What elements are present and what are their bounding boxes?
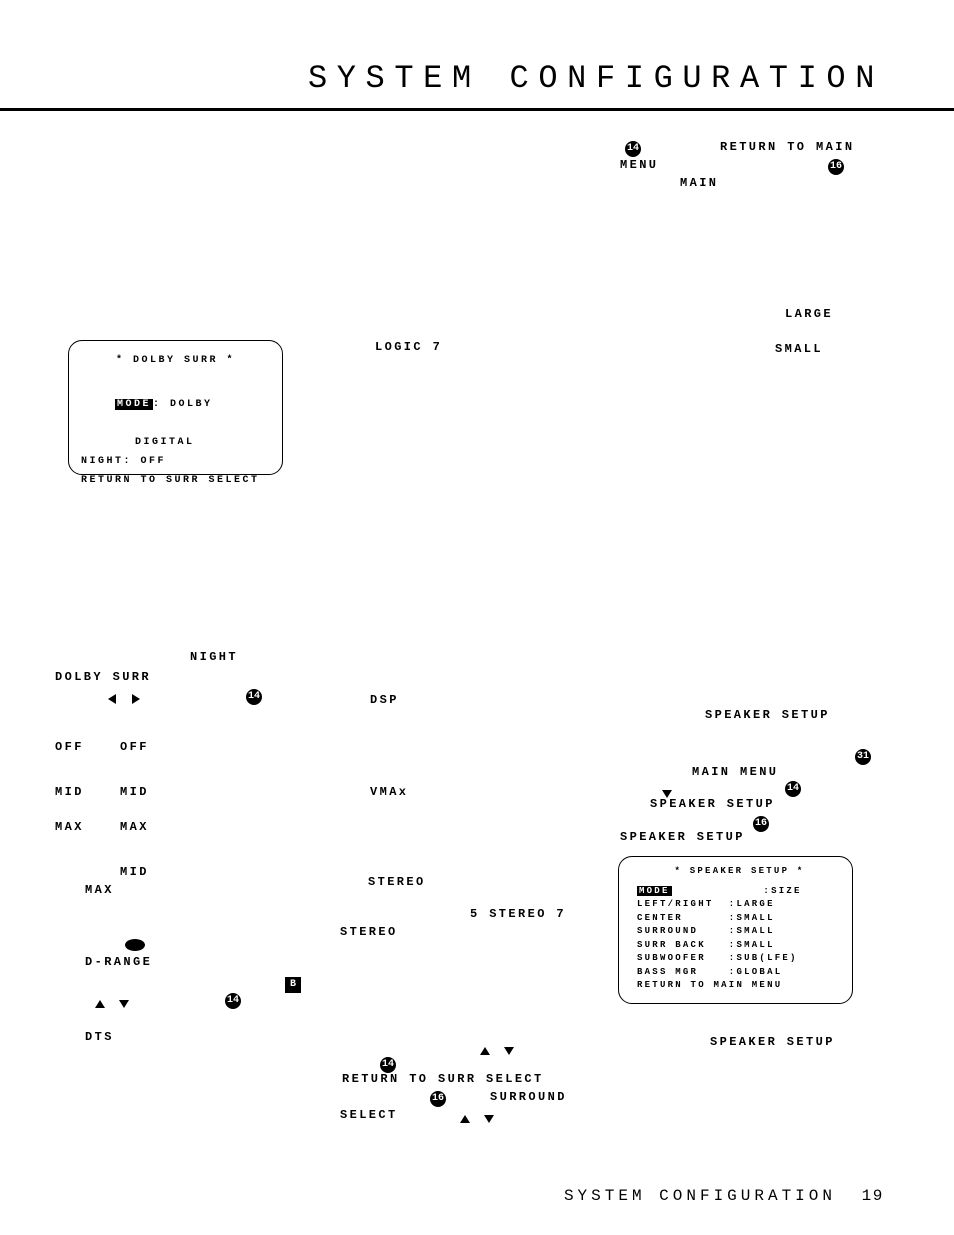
page-footer: SYSTEM CONFIGURATION 19 [564,1187,884,1205]
ud-arrows-mid [480,1042,514,1060]
badge-14-icon: 14 [785,781,801,797]
badge-14-icon: 14 [246,689,262,705]
osd2-title: * SPEAKER SETUP * [637,865,842,879]
badge-14-icon: 14 [380,1057,396,1073]
speaker-setup-1: SPEAKER SETUP [705,708,830,722]
return-to-surr-select: RETURN TO SURR SELECT [342,1072,544,1086]
menu-label: MENU [620,158,658,172]
top-right-cluster: 14 [625,140,641,158]
badge-16-mid: 16 [430,1090,446,1108]
triangle-up-icon [95,1000,105,1008]
osd2-r1: LEFT/RIGHT :LARGE [637,898,842,912]
return-to-main: RETURN TO MAIN [720,140,854,154]
triangle-up-icon [460,1115,470,1123]
osd2-r4: SURR BACK :SMALL [637,939,842,953]
oval-icon [125,939,145,951]
triangle-up-icon [480,1047,490,1055]
stereo-label-1: STEREO [368,875,426,889]
main-menu: MAIN MENU [692,765,778,779]
surround-label: SURROUND [490,1090,567,1104]
osd1-mode-v1: DOLBY [170,399,213,410]
badge-14-icon: 14 [625,141,641,157]
mid-3: MID [120,865,149,879]
badge-14-right: 14 [785,780,801,798]
select-label: SELECT [340,1108,398,1122]
osd2-r6: BASS MGR :GLOBAL [637,966,842,980]
dolby-surr-label: DOLBY SURR [55,670,151,684]
d-range-label: D-RANGE [85,955,152,969]
osd2-r3: SURROUND :SMALL [637,925,842,939]
footer-title: SYSTEM CONFIGURATION [564,1187,836,1205]
logic7-label: LOGIC 7 [375,340,442,354]
lr-arrows [108,690,140,708]
badge-b: B [285,973,301,993]
badge-31: 31 [855,748,871,766]
badge-16-icon: 16 [753,816,769,832]
osd2-r7: RETURN TO MAIN MENU [637,979,842,993]
speaker-setup-2: SPEAKER SETUP [650,797,775,811]
osd1-night: NIGHT: OFF [81,452,270,471]
max-1: MAX [55,820,84,834]
osd2-mode-label: MODE [637,886,672,896]
osd2-r2: CENTER :SMALL [637,912,842,926]
osd-speaker-setup: * SPEAKER SETUP * MODE :SIZE LEFT/RIGHT … [618,856,853,1004]
osd2-r0: :SIZE [672,886,802,896]
osd1-mode-row: MODE: DOLBY [81,376,270,433]
night-label: NIGHT [190,650,238,664]
badge-16-right: 16 [753,815,769,833]
speaker-setup-4: SPEAKER SETUP [710,1035,835,1049]
badge-14-icon: 14 [225,993,241,1009]
osd1-mode-label: MODE [115,399,153,410]
vmax-label: VMAx [370,785,408,799]
triangle-left-icon [108,694,116,704]
ud-arrows-mid2 [460,1110,494,1128]
badge-14-left: 14 [246,688,262,706]
speaker-setup-3: SPEAKER SETUP [620,830,745,844]
osd2-row-mode: MODE :SIZE [637,885,842,899]
triangle-down-icon [484,1115,494,1123]
main-label: MAIN [680,176,718,190]
max-2: MAX [120,820,149,834]
off-1: OFF [55,740,84,754]
badge-16: 16 [828,158,844,176]
dts-label: DTS [85,1030,114,1044]
badge-16-icon: 16 [430,1091,446,1107]
five-stereo-seven: 5 STEREO 7 [470,907,566,921]
triangle-down-icon [119,1000,129,1008]
osd1-mode-sep: : [153,399,170,410]
small-label: SMALL [775,342,823,356]
badge-b-icon: B [285,977,301,993]
triangle-right-icon [132,694,140,704]
mid-1: MID [55,785,84,799]
max-3: MAX [85,883,114,897]
triangle-down-icon [504,1047,514,1055]
off-2: OFF [120,740,149,754]
osd1-title: * DOLBY SURR * [81,351,270,370]
large-label: LARGE [785,307,833,321]
stereo-label-2: STEREO [340,925,398,939]
badge-31-icon: 31 [855,749,871,765]
oval-button [125,938,145,956]
osd1-return: RETURN TO SURR SELECT [81,471,270,490]
page-number: 19 [862,1187,884,1205]
badge-14-left2: 14 [225,992,241,1010]
osd-dolby-surr: * DOLBY SURR * MODE: DOLBY DIGITAL NIGHT… [68,340,283,475]
badge-16-icon: 16 [828,159,844,175]
dsp-label: DSP [370,693,399,707]
osd2-r5: SUBWOOFER :SUB(LFE) [637,952,842,966]
osd1-mode-v2: DIGITAL [81,433,270,452]
title-rule [0,108,954,111]
ud-arrows-left [95,995,129,1013]
mid-2: MID [120,785,149,799]
page-title: SYSTEM CONFIGURATION [308,60,884,97]
